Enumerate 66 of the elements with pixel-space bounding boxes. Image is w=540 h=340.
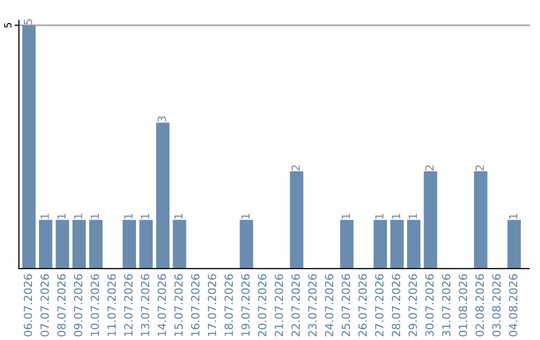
data-label: 1 [408,214,417,219]
bar [122,220,136,269]
x-tick-label: 25.07.2026 [342,274,350,336]
bar [172,220,186,269]
bar [474,171,488,269]
data-label: 1 [174,214,183,219]
x-tick-label: 19.07.2026 [241,274,250,336]
x-tick-label: 08.07.2026 [57,274,66,336]
data-label: 1 [509,214,518,219]
bar [407,220,420,269]
data-label: 1 [90,214,99,219]
x-tick-label: 02.08.2026 [476,274,484,336]
x-tick-label: 23.07.2026 [308,274,317,336]
data-label: 3 [158,116,166,122]
bar [507,220,521,269]
bar [156,122,170,269]
bar [139,220,153,269]
data-label: 1 [342,214,350,219]
x-tick-label: 26.07.2026 [358,274,367,336]
data-label: 1 [124,214,132,219]
bar [240,220,254,269]
bar [22,25,36,269]
x-tick-label: 11.07.2026 [107,274,116,336]
bar [72,220,86,269]
x-tick-label: 03.08.2026 [492,274,501,336]
data-label: 2 [476,165,484,170]
bar [56,220,70,269]
x-tick-label: 17.07.2026 [208,274,216,336]
x-tick-label: 07.07.2026 [40,274,49,336]
bar [89,220,103,269]
x-tick-label: 24.07.2026 [324,274,334,336]
data-label: 5 [24,19,32,24]
x-tick-label: 20.07.2026 [258,274,266,336]
data-label: 1 [241,214,250,219]
bar [340,220,354,269]
x-tick-label: 12.07.2026 [124,274,133,336]
bar [374,220,387,269]
x-tick-label: 04.08.2026 [508,274,518,336]
x-tick-label: 27.07.2026 [375,274,384,336]
bar [424,171,438,269]
x-tick-label: 13.07.2026 [140,274,150,336]
data-label: 1 [375,214,384,219]
x-tick-label: 15.07.2026 [174,274,183,336]
x-tick-label: 06.07.2026 [24,274,32,336]
x-tick-label: 18.07.2026 [224,274,233,336]
bar [290,171,304,269]
x-tick-label: 29.07.2026 [408,274,417,336]
x-tick-label: 10.07.2026 [90,274,100,336]
bar [390,220,404,269]
data-label: 1 [57,214,66,219]
data-label: 1 [392,214,400,219]
x-tick-label: 16.07.2026 [191,274,200,336]
data-label: 1 [74,214,82,219]
x-tick-label: 30.07.2026 [425,274,434,336]
x-tick-label: 31.07.2026 [442,274,450,336]
x-tick-label: 28.07.2026 [392,274,400,336]
x-tick-label: 22.07.2026 [291,274,300,336]
data-label: 1 [40,214,49,219]
x-tick-label: 21.07.2026 [274,274,284,336]
bar [38,220,52,269]
data-label: 2 [291,165,300,170]
x-tick-label: 01.08.2026 [458,274,468,336]
data-label: 2 [425,165,434,170]
x-tick-label: 14.07.2026 [158,274,166,336]
data-label: 1 [141,214,150,219]
x-tick-label: 09.07.2026 [74,274,82,336]
